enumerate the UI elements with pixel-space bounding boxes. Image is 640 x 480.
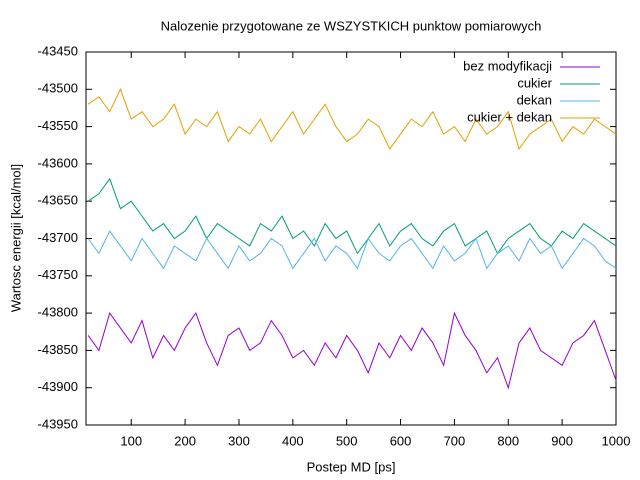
legend-label: bez modyfikacji xyxy=(463,58,552,73)
y-tick-label: -43550 xyxy=(38,118,78,133)
legend-label: cukier + dekan xyxy=(467,109,552,124)
y-tick-label: -43900 xyxy=(38,379,78,394)
x-tick-label: 1000 xyxy=(602,433,631,448)
x-axis-label: Postep MD [ps] xyxy=(307,459,396,474)
y-tick-label: -43750 xyxy=(38,267,78,282)
y-tick-label: -43650 xyxy=(38,193,78,208)
y-tick-label: -43600 xyxy=(38,155,78,170)
x-tick-label: 700 xyxy=(444,433,466,448)
x-tick-label: 600 xyxy=(390,433,412,448)
legend-label: dekan xyxy=(517,92,552,107)
y-tick-label: -43950 xyxy=(38,416,78,431)
chart-title: Nalozenie przygotowane ze WSZYSTKICH pun… xyxy=(161,18,542,33)
x-tick-label: 300 xyxy=(228,433,250,448)
series-line xyxy=(87,230,617,270)
y-tick-label: -43800 xyxy=(38,305,78,320)
y-tick-label: -43700 xyxy=(38,230,78,245)
legend-label: cukier xyxy=(517,75,552,90)
series-line xyxy=(87,177,617,255)
x-tick-label: 800 xyxy=(497,433,519,448)
series-line xyxy=(87,311,617,390)
y-tick-label: -43500 xyxy=(38,81,78,96)
x-tick-label: 200 xyxy=(174,433,196,448)
y-axis-label: Wartosc energii [kcal/mol] xyxy=(8,164,23,312)
x-tick-label: 900 xyxy=(551,433,573,448)
plot-border xyxy=(85,51,617,426)
x-tick-label: 500 xyxy=(336,433,358,448)
y-tick-label: -43450 xyxy=(38,43,78,58)
x-tick-label: 100 xyxy=(120,433,142,448)
y-tick-label: -43850 xyxy=(38,342,78,357)
x-tick-label: 400 xyxy=(282,433,304,448)
series-line xyxy=(87,88,617,151)
